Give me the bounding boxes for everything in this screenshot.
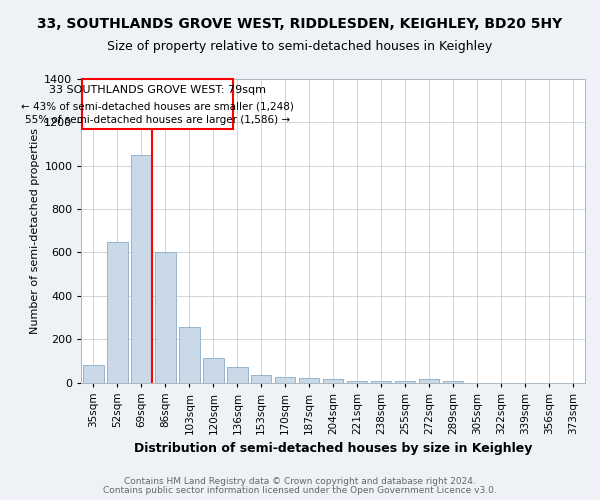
Bar <box>299 378 319 382</box>
Y-axis label: Number of semi-detached properties: Number of semi-detached properties <box>30 128 40 334</box>
Bar <box>155 252 176 382</box>
Text: ← 43% of semi-detached houses are smaller (1,248): ← 43% of semi-detached houses are smalle… <box>21 102 293 112</box>
Text: 33, SOUTHLANDS GROVE WEST, RIDDLESDEN, KEIGHLEY, BD20 5HY: 33, SOUTHLANDS GROVE WEST, RIDDLESDEN, K… <box>37 18 563 32</box>
Text: Size of property relative to semi-detached houses in Keighley: Size of property relative to semi-detach… <box>107 40 493 53</box>
FancyBboxPatch shape <box>82 79 233 129</box>
Bar <box>227 368 248 382</box>
Bar <box>419 380 439 382</box>
Bar <box>179 327 200 382</box>
Text: 55% of semi-detached houses are larger (1,586) →: 55% of semi-detached houses are larger (… <box>25 115 290 125</box>
Bar <box>275 377 295 382</box>
Bar <box>347 381 367 382</box>
Bar <box>107 242 128 382</box>
Bar <box>251 375 271 382</box>
Bar <box>203 358 224 382</box>
Bar <box>131 155 152 382</box>
Bar <box>323 380 343 382</box>
Bar <box>83 365 104 382</box>
X-axis label: Distribution of semi-detached houses by size in Keighley: Distribution of semi-detached houses by … <box>134 442 532 455</box>
Text: Contains HM Land Registry data © Crown copyright and database right 2024.: Contains HM Land Registry data © Crown c… <box>124 477 476 486</box>
Text: Contains public sector information licensed under the Open Government Licence v3: Contains public sector information licen… <box>103 486 497 495</box>
Text: 33 SOUTHLANDS GROVE WEST: 79sqm: 33 SOUTHLANDS GROVE WEST: 79sqm <box>49 85 266 95</box>
